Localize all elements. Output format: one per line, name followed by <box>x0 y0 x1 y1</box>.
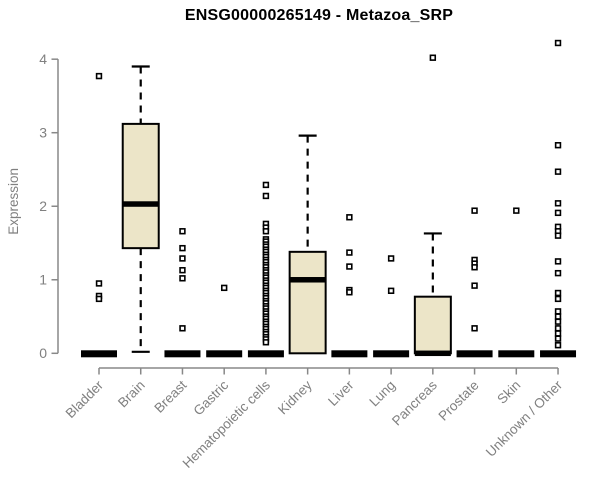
x-tick-label: Skin <box>494 378 523 407</box>
flat-box <box>456 350 493 358</box>
outlier-point <box>179 275 186 282</box>
outlier-point <box>179 267 186 274</box>
x-tick-label: Unknown / Other <box>483 377 566 460</box>
box-gastric <box>206 284 243 358</box>
x-tick-label: Gastric <box>190 377 231 418</box>
x-tick-label: Brain <box>115 378 148 411</box>
box-unknown-other <box>540 39 577 358</box>
outlier-point <box>554 39 562 47</box>
iqr-box <box>288 250 327 355</box>
y-tick-label: 2 <box>39 198 47 214</box>
box-pancreas <box>413 54 452 357</box>
outlier-point <box>95 72 103 80</box>
outlier-point <box>513 207 520 214</box>
outlier-point <box>179 228 186 235</box>
x-tick-label: Kidney <box>275 377 315 417</box>
flat-box <box>81 350 117 358</box>
box-prostate <box>456 207 493 358</box>
outlier-point <box>179 255 186 262</box>
outlier-point <box>554 232 562 239</box>
outlier-point <box>387 287 395 294</box>
outlier-point <box>179 244 186 252</box>
outlier-point <box>220 284 228 292</box>
outlier-point <box>262 181 270 189</box>
flat-box <box>331 350 368 358</box>
outlier-point <box>554 318 562 325</box>
outlier-point <box>346 289 353 296</box>
x-tick-label: Lung <box>366 378 398 410</box>
flat-box <box>373 350 410 358</box>
outlier-point <box>471 282 478 289</box>
outlier-point <box>554 142 562 149</box>
outlier-point <box>554 308 562 315</box>
box-brain <box>121 65 160 353</box>
outlier-point <box>262 192 270 200</box>
outlier-point <box>554 289 562 297</box>
outlier-point <box>262 339 270 346</box>
flat-box <box>498 350 535 358</box>
outlier-point <box>429 54 437 61</box>
outlier-point <box>554 200 562 207</box>
outlier-point <box>262 228 270 235</box>
outlier-point <box>554 335 562 342</box>
x-tick-label: Liver <box>325 377 357 409</box>
iqr-box <box>413 295 452 355</box>
box-kidney <box>288 134 327 355</box>
outlier-point <box>387 255 395 262</box>
flat-box <box>540 350 577 358</box>
outlier-point <box>554 325 562 332</box>
outlier-point <box>554 209 562 217</box>
y-tick-label: 1 <box>39 272 47 288</box>
x-tick-label: Prostate <box>436 378 482 424</box>
x-tick-label: Breast <box>151 377 189 415</box>
outlier-point <box>554 258 562 265</box>
median-line <box>289 277 326 283</box>
outlier-point <box>346 263 353 270</box>
outlier-point <box>471 207 478 214</box>
box-liver <box>331 214 368 358</box>
x-tick-label: Bladder <box>63 377 107 421</box>
box-breast <box>164 228 201 358</box>
iqr-box <box>121 122 160 250</box>
outlier-point <box>554 168 562 175</box>
chart-title: ENSG00000265149 - Metazoa_SRP <box>184 7 454 24</box>
outlier-point <box>346 249 353 256</box>
median-line <box>122 201 159 207</box>
outlier-point <box>554 269 562 277</box>
y-tick-label: 4 <box>39 51 47 67</box>
outlier-point <box>346 214 353 221</box>
outlier-point <box>95 280 103 287</box>
median-line <box>414 350 451 357</box>
y-tick-label: 0 <box>39 345 47 361</box>
box-bladder <box>81 72 117 358</box>
outlier-point <box>554 342 562 349</box>
outlier-point <box>471 264 478 271</box>
flat-box <box>164 350 201 358</box>
box-hematopoietic-cells <box>247 181 284 358</box>
box-skin <box>498 207 535 358</box>
outlier-point <box>179 325 186 332</box>
outlier-point <box>554 295 562 303</box>
x-tick-label: Pancreas <box>389 377 440 428</box>
outlier-point <box>554 313 562 320</box>
y-axis: 0 1 2 3 4 <box>39 51 59 361</box>
outlier-point <box>471 325 478 332</box>
outlier-point <box>95 295 103 303</box>
box-lung <box>373 255 410 358</box>
y-tick-label: 3 <box>39 125 47 141</box>
outlier-point <box>554 330 562 337</box>
flat-box <box>206 350 243 358</box>
flat-box <box>247 350 284 358</box>
